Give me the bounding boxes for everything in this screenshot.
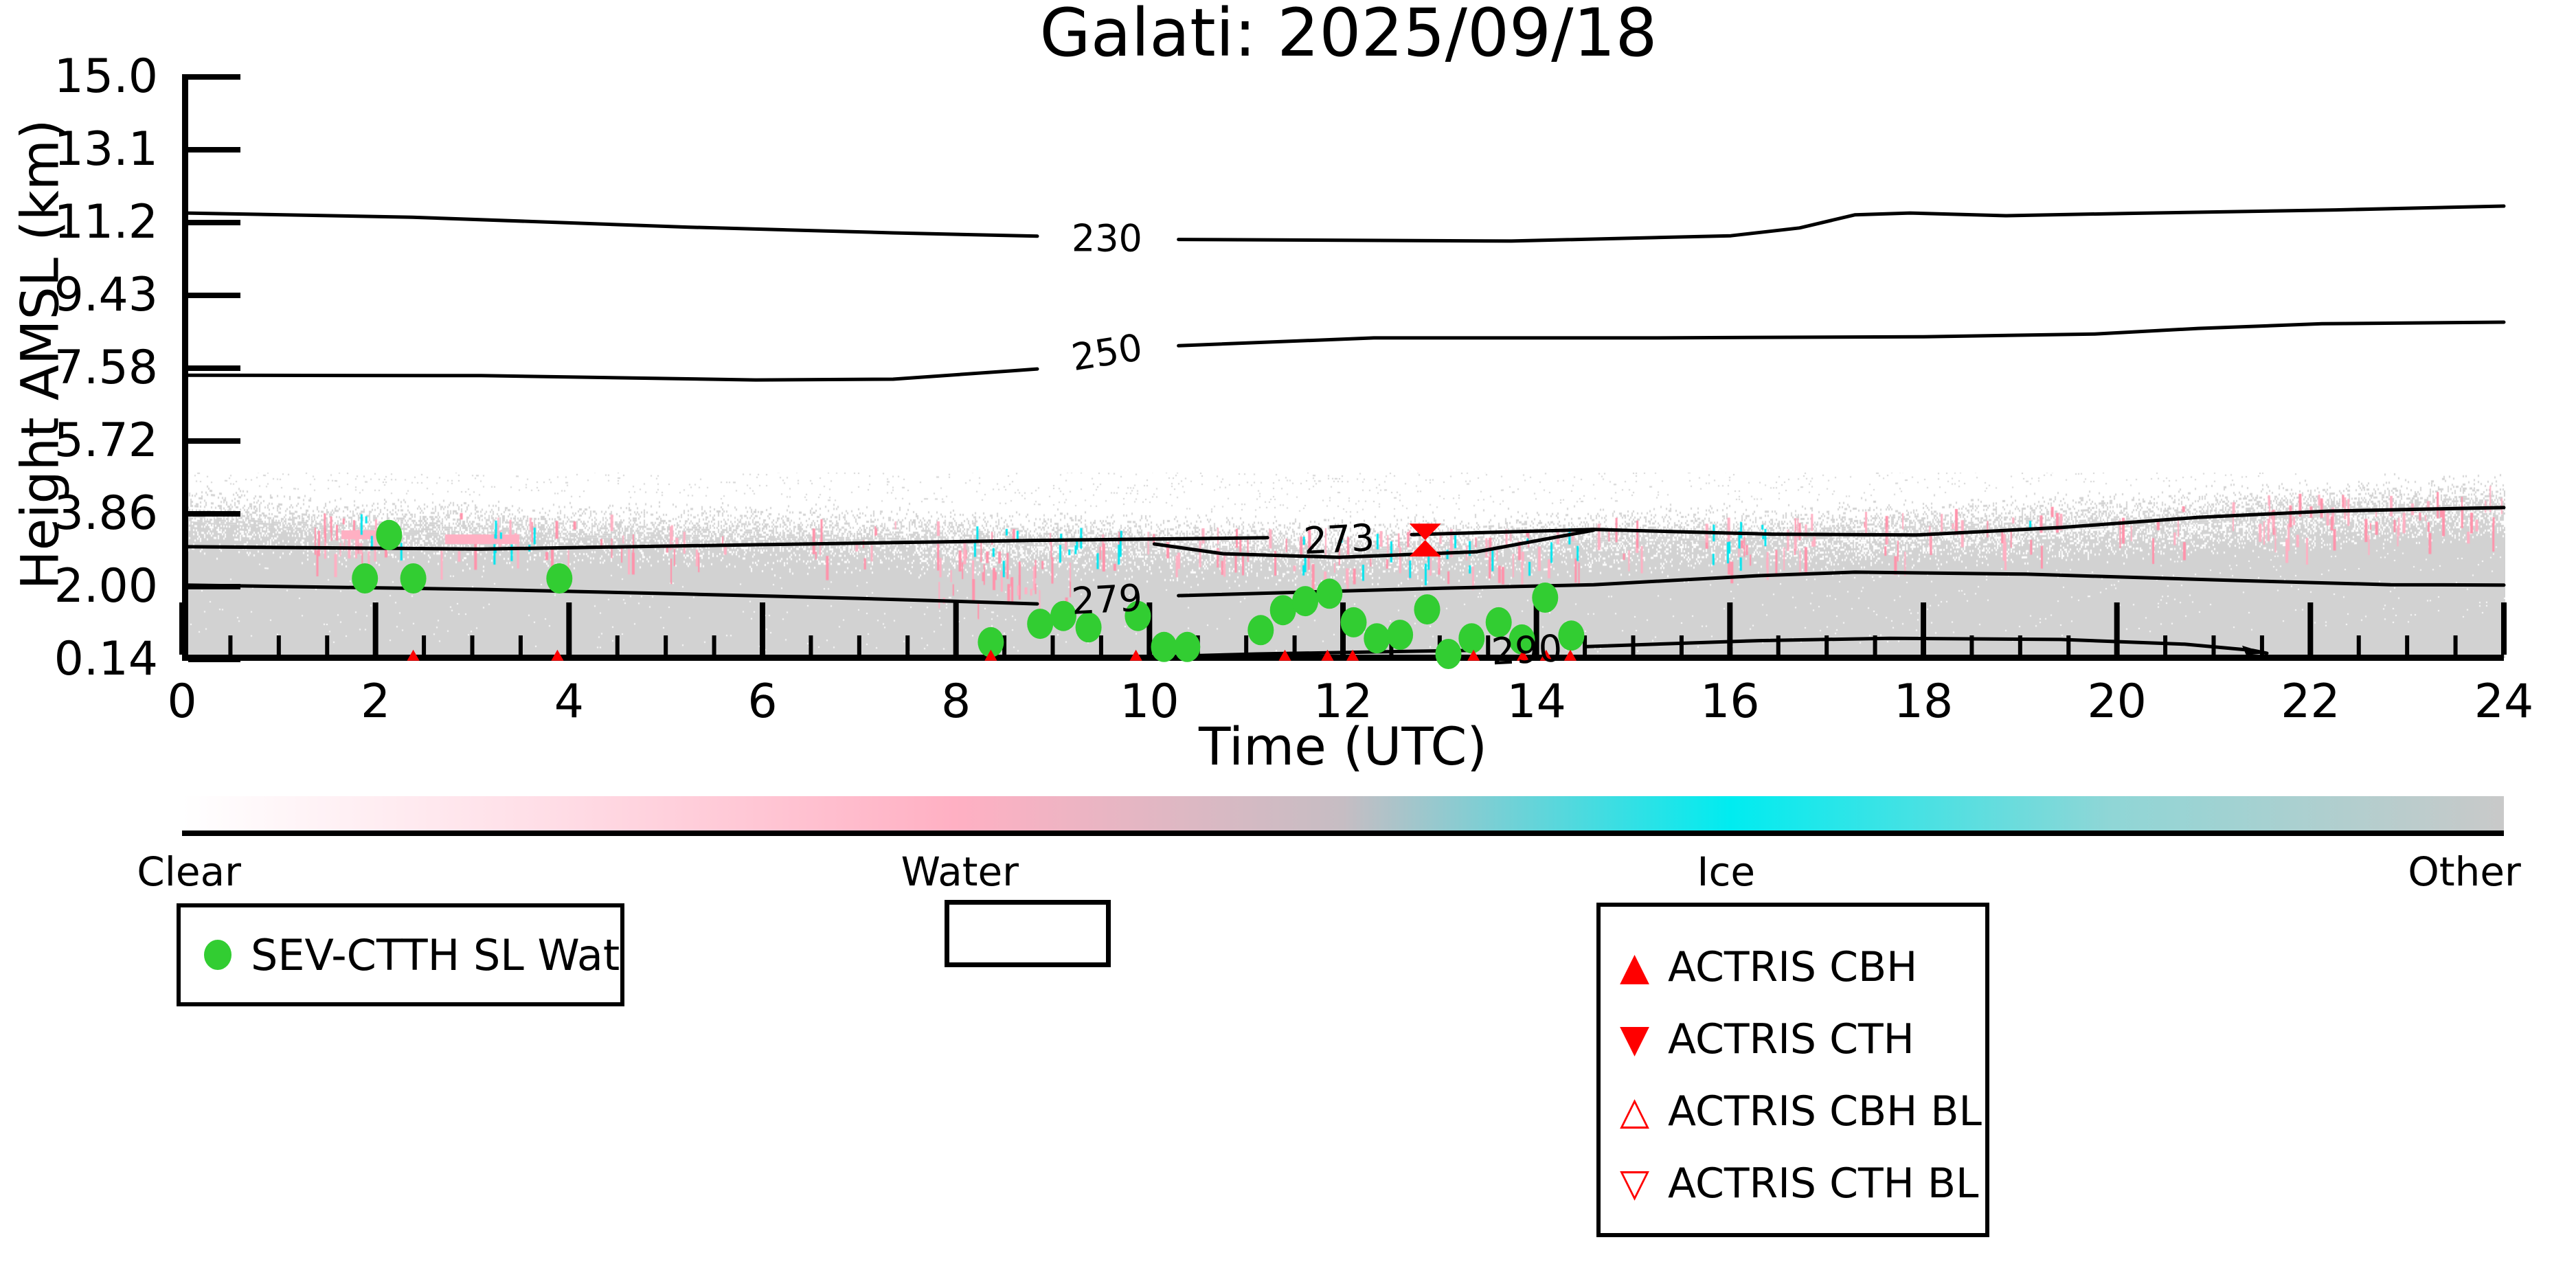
y-tick-15.0: 15.0: [54, 49, 158, 104]
svg-text:273: 273: [1302, 516, 1375, 563]
triangle-up-filled-icon: ▲: [1620, 945, 1650, 989]
legend-actris-cbh-bl-label: ACTRIS CBH BL: [1668, 1087, 1982, 1136]
y-tick-13.1: 13.1: [54, 122, 158, 177]
y-tick-2.00: 2.00: [54, 559, 158, 613]
legend-row-sev: SEV-CTTH SL Wat: [204, 907, 620, 1002]
y-tick-9.43: 9.43: [54, 268, 158, 322]
legend-actris-cth-bl-label: ACTRIS CTH BL: [1668, 1160, 1979, 1208]
legend-row-actris-cth: ▼ ACTRIS CTH: [1620, 1006, 1914, 1072]
x-tick-16: 16: [1700, 675, 1760, 729]
svg-text:230: 230: [1072, 216, 1142, 260]
y-tick-7.58: 7.58: [54, 341, 158, 395]
legend-sev-label: SEV-CTTH SL Wat: [251, 929, 620, 980]
colorbar-label-water: Water: [901, 848, 1019, 895]
x-tick-18: 18: [1893, 675, 1954, 729]
x-tick-24: 24: [2474, 675, 2534, 729]
legend-actris-cth-label: ACTRIS CTH: [1668, 1015, 1914, 1063]
x-tick-4: 4: [554, 675, 584, 729]
y-tick-5.72: 5.72: [54, 414, 158, 468]
figure-title: Galati: 2025/09/18: [1039, 0, 1658, 71]
classification-colorbar: [182, 796, 2504, 831]
svg-text:250: 250: [1069, 326, 1146, 379]
triangle-down-open-icon: ▽: [1620, 1161, 1650, 1206]
legend-row-actris-cbh: ▲ ACTRIS CBH: [1620, 934, 1917, 1000]
legend-row-actris-cth-bl: ▽ ACTRIS CTH BL: [1620, 1151, 1978, 1217]
x-tick-20: 20: [2087, 675, 2147, 729]
colorbar-label-ice: Ice: [1697, 848, 1756, 895]
y-tick-3.86: 3.86: [54, 486, 158, 541]
triangle-up-open-icon: △: [1620, 1089, 1650, 1133]
x-tick-2: 2: [361, 675, 391, 729]
x-tick-14: 14: [1506, 675, 1566, 729]
x-tick-10: 10: [1120, 675, 1179, 729]
x-tick-12: 12: [1313, 675, 1373, 729]
svg-text:279: 279: [1070, 576, 1143, 623]
green-circle-icon: [204, 940, 231, 970]
legend-row-actris-cbh-bl: △ ACTRIS CBH BL: [1620, 1078, 1982, 1144]
svg-text:290: 290: [1490, 626, 1563, 673]
x-tick-22: 22: [2281, 675, 2340, 729]
legend-actris-cbh-label: ACTRIS CBH: [1668, 943, 1918, 991]
x-tick-8: 8: [941, 675, 971, 729]
colorbar-label-other: Other: [2408, 848, 2521, 895]
x-axis-label: Time (UTC): [1198, 716, 1488, 777]
legend-actris: ▲ ACTRIS CBH ▼ ACTRIS CTH △ ACTRIS CBH B…: [1596, 903, 1989, 1237]
y-tick-11.2: 11.2: [54, 195, 158, 249]
triangle-down-filled-icon: ▼: [1620, 1017, 1650, 1061]
x-tick-6: 6: [747, 675, 778, 729]
legend-sev-ctth: SEV-CTTH SL Wat: [177, 903, 624, 1006]
y-tick-0.14: 0.14: [54, 632, 158, 686]
x-tick-0: 0: [167, 675, 197, 729]
legend-empty-box: [945, 900, 1111, 967]
colorbar-label-clear: Clear: [137, 848, 241, 895]
